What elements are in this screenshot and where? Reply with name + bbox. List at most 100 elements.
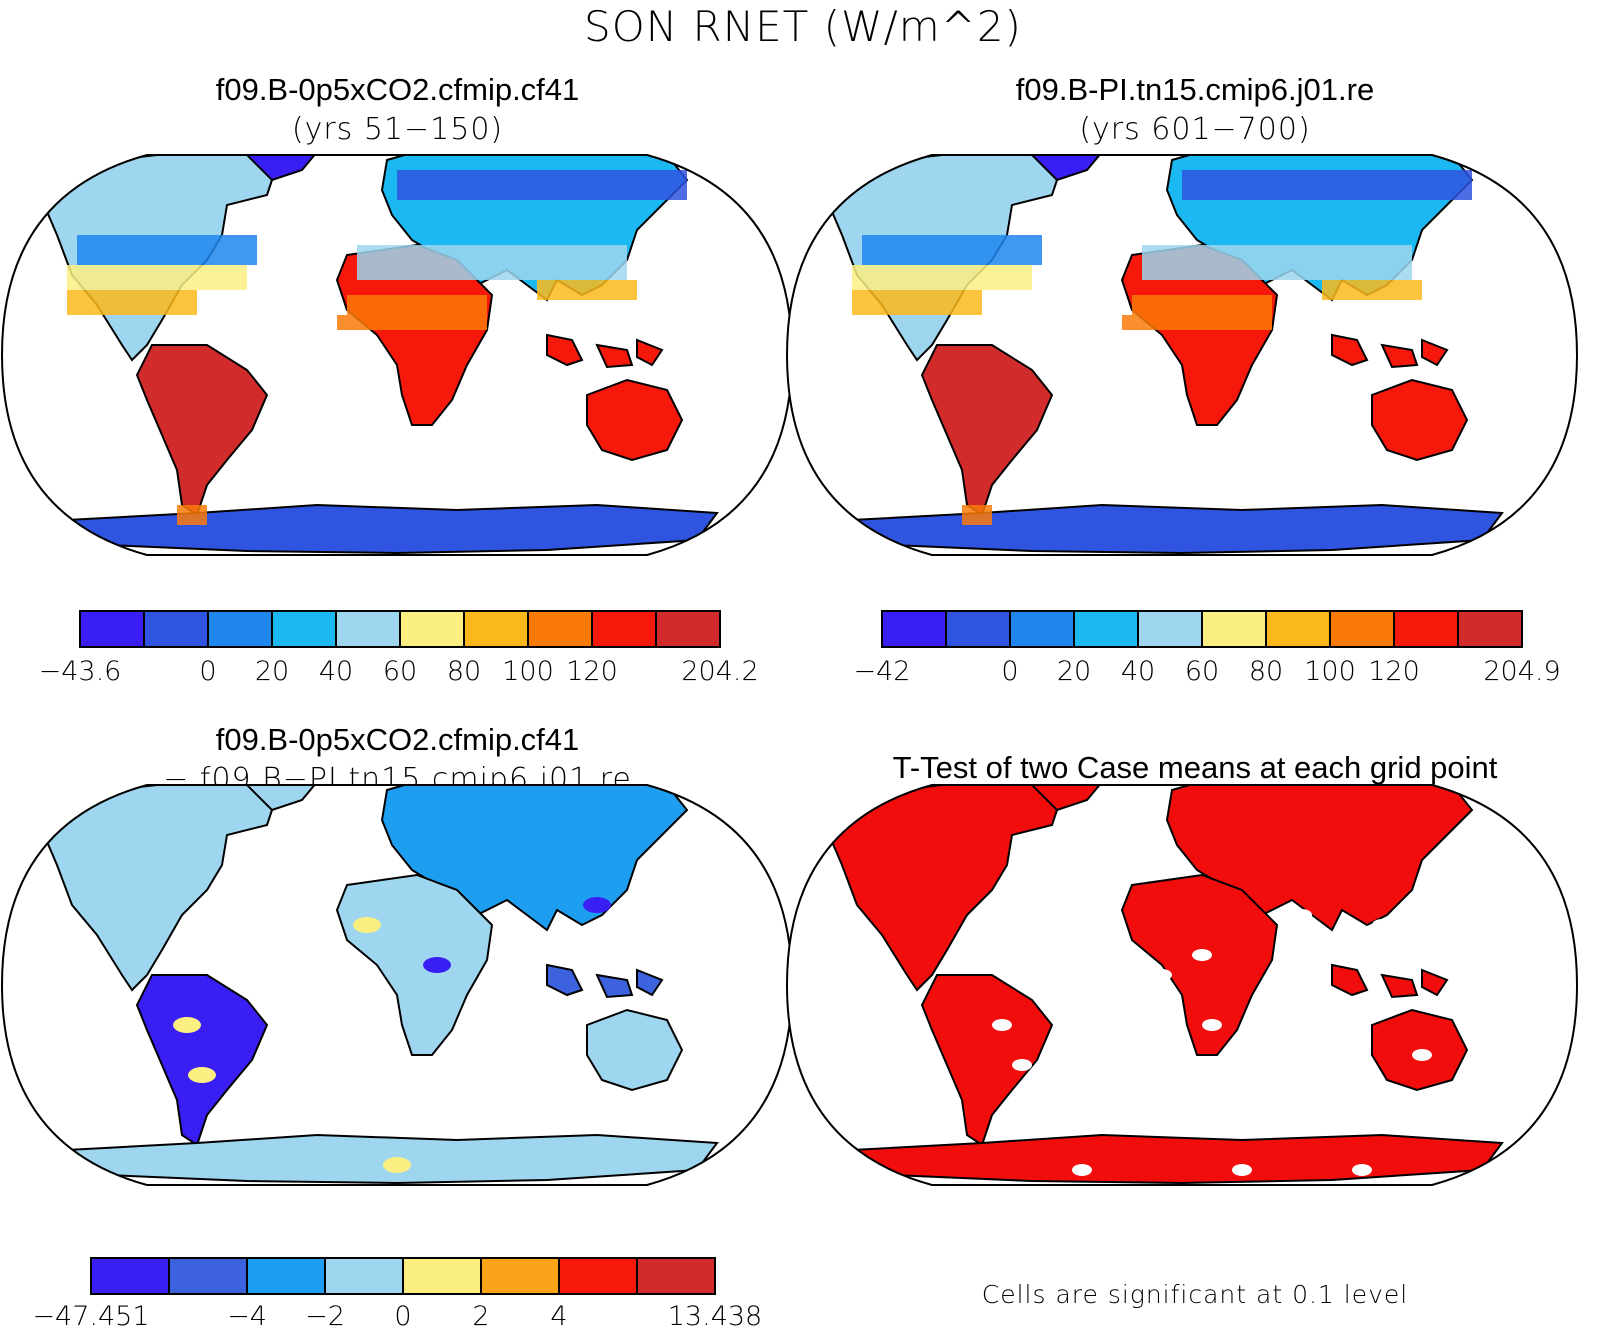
shading-bands <box>852 170 1472 525</box>
nonsignificant-cell <box>992 1019 1012 1031</box>
colorbar-swatch <box>246 1257 326 1295</box>
shading-band <box>1322 280 1422 300</box>
colorbar-swatch <box>335 610 401 648</box>
colorbar-tick-label: 20 <box>1057 656 1091 687</box>
colorbar-3: −47.451 −4 −2 0 2 4 13.438 <box>32 1257 762 1327</box>
colorbar-tick-label: 40 <box>1121 656 1155 687</box>
colorbar-swatch <box>271 610 337 648</box>
shading-band <box>347 295 487 315</box>
continent-australia <box>586 1009 683 1091</box>
shading-band <box>862 235 1042 265</box>
shading-band <box>1142 245 1412 280</box>
colorbar-tick-label: 100 <box>1304 656 1356 687</box>
colorbar-tick-label: 60 <box>383 656 417 687</box>
anomaly-spot <box>383 1157 411 1173</box>
colorbar-tick-label: 120 <box>566 656 618 687</box>
colorbar-swatch <box>945 610 1011 648</box>
anomaly-spot <box>188 1067 216 1083</box>
colorbar-swatch <box>591 610 657 648</box>
panel-4-title: T-Test of two Case means at each grid po… <box>892 750 1498 785</box>
colorbar-tick-label: 4 <box>550 1301 567 1327</box>
map-border <box>785 784 1579 1186</box>
colorbar-1: −43.6 0 20 40 60 80 100 120 204.2 <box>39 610 759 687</box>
shading-band <box>537 280 637 300</box>
colorbar-tick-label: 2 <box>472 1301 489 1327</box>
shading-band <box>1122 315 1272 330</box>
map-border <box>0 784 794 1186</box>
colorbar-swatch <box>655 610 721 648</box>
colorbar-tick-label: −2 <box>305 1301 345 1327</box>
anomaly-spot <box>423 957 451 973</box>
anomaly-spot <box>173 1017 201 1033</box>
colorbar-tick-label: 60 <box>1185 656 1219 687</box>
colorbar-swatch <box>1457 610 1523 648</box>
nonsignificant-cell <box>1372 919 1392 931</box>
map-panel-3 <box>0 784 794 1186</box>
nonsignificant-cell <box>1232 1164 1252 1176</box>
shading-band <box>67 290 197 315</box>
colorbar-tick-label: 0 <box>1001 656 1018 687</box>
anomaly-spot <box>583 897 611 913</box>
shading-band <box>1182 170 1472 200</box>
colorbar-swatch <box>1329 610 1395 648</box>
colorbar-swatch <box>881 610 947 648</box>
colorbar-2: −42 0 20 40 60 80 100 120 204.9 <box>854 610 1561 687</box>
panel-2-subtitle: (yrs 601−700) <box>1079 112 1311 147</box>
nonsignificant-cell <box>1412 1049 1432 1061</box>
colorbar-swatch <box>402 1257 482 1295</box>
shading-bands <box>67 170 687 525</box>
continent-australia <box>586 379 683 461</box>
nonsignificant-cell <box>1352 1164 1372 1176</box>
colorbar-swatch <box>79 610 145 648</box>
colorbar-tick-label: 80 <box>447 656 481 687</box>
shading-band <box>1132 295 1272 315</box>
continent-australia <box>1371 379 1468 461</box>
colorbar-swatch <box>90 1257 170 1295</box>
nonsignificant-cell <box>1012 1059 1032 1071</box>
colorbar-swatch <box>636 1257 716 1295</box>
shading-band <box>852 290 982 315</box>
colorbar-swatch <box>1009 610 1075 648</box>
nonsignificant-cell <box>1192 949 1212 961</box>
colorbar-tick-label: 100 <box>502 656 554 687</box>
colorbar-tick-label: 13.438 <box>668 1301 762 1327</box>
panel-3-title: f09.B-0p5xCO2.cfmip.cf41 <box>215 722 580 757</box>
colorbar-tick-label: 20 <box>255 656 289 687</box>
nonsignificant-cell <box>1112 939 1132 951</box>
colorbar-swatch <box>168 1257 248 1295</box>
shading-band <box>337 315 487 330</box>
colorbar-swatch <box>324 1257 404 1295</box>
map-border <box>785 154 1579 556</box>
shading-band <box>67 265 247 290</box>
anomaly-spot <box>353 917 381 933</box>
shading-band <box>852 265 1032 290</box>
nonsignificant-cell <box>1292 909 1312 921</box>
colorbar-tick-label: −4 <box>227 1301 267 1327</box>
colorbar-swatch <box>558 1257 638 1295</box>
panel-1-title: f09.B-0p5xCO2.cfmip.cf41 <box>215 72 580 107</box>
nonsignificant-cell <box>1072 1164 1092 1176</box>
panel-2-title: f09.B-PI.tn15.cmip6.j01.re <box>1015 72 1375 107</box>
colorbar-tick-label: 120 <box>1368 656 1420 687</box>
nonsignificant-cell <box>1202 1019 1222 1031</box>
shading-band <box>397 170 687 200</box>
colorbar-swatch <box>1265 610 1331 648</box>
colorbar-tick-label: −47.451 <box>32 1301 149 1327</box>
colorbar-swatch <box>1073 610 1139 648</box>
colorbar-tick-label: 40 <box>319 656 353 687</box>
shading-band <box>962 505 992 525</box>
figure-title: SON RNET (W/m^2) <box>584 2 1022 51</box>
colorbar-tick-label: 204.2 <box>681 656 758 687</box>
colorbar-swatch <box>1393 610 1459 648</box>
colorbar-swatch <box>207 610 273 648</box>
colorbar-swatch <box>399 610 465 648</box>
colorbar-tick-label: −42 <box>854 656 911 687</box>
colorbar-swatch <box>463 610 529 648</box>
colorbar-tick-label: 0 <box>199 656 216 687</box>
colorbar-swatch <box>1137 610 1203 648</box>
nonsignificant-cell <box>1152 969 1172 981</box>
map-panel-2 <box>785 154 1579 556</box>
map-panel-1 <box>0 154 794 556</box>
colorbar-swatch <box>527 610 593 648</box>
